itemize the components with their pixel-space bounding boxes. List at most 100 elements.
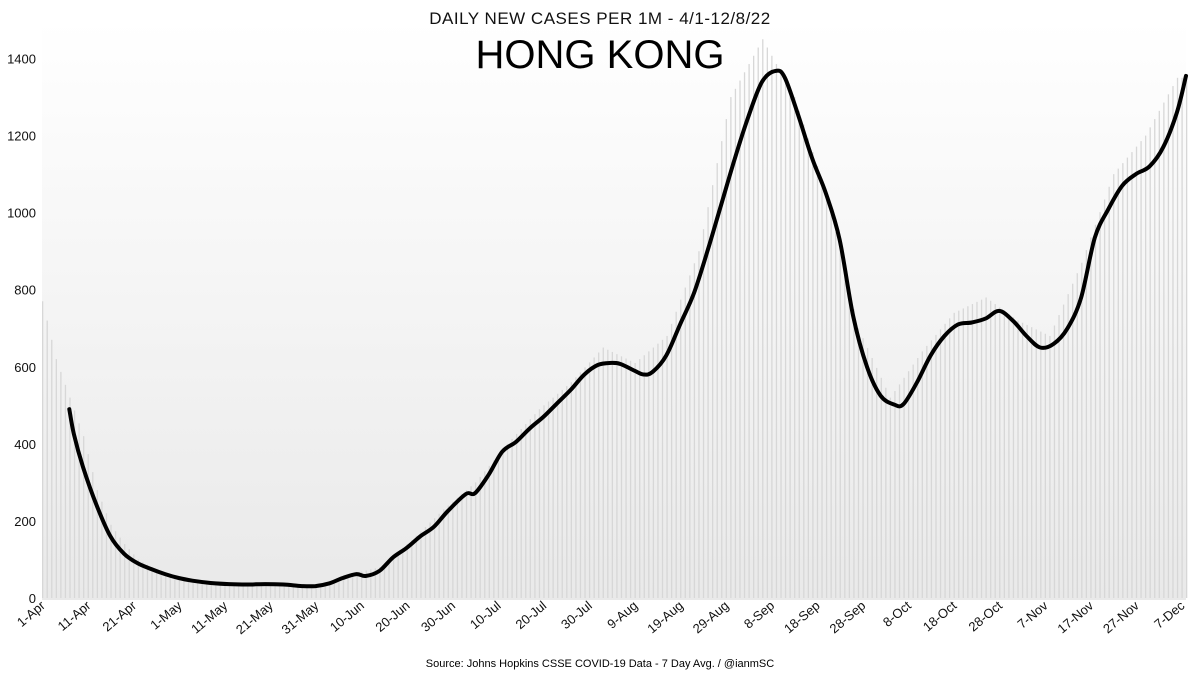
- daily-bar: [570, 382, 573, 598]
- daily-bar: [174, 575, 176, 598]
- daily-bar: [465, 490, 468, 598]
- daily-bar: [552, 397, 554, 598]
- daily-bar: [265, 583, 267, 598]
- daily-bar: [361, 571, 363, 598]
- daily-bar: [292, 584, 294, 598]
- daily-bar: [110, 524, 112, 598]
- daily-bar: [474, 482, 477, 598]
- x-tick-label: 21-Apr: [100, 597, 140, 634]
- daily-bar: [1049, 335, 1051, 598]
- daily-bar: [196, 579, 199, 598]
- daily-bar: [1044, 333, 1047, 598]
- daily-bar: [329, 580, 331, 598]
- daily-bar: [1099, 212, 1101, 598]
- daily-bar: [885, 387, 887, 598]
- daily-bar: [333, 579, 335, 598]
- daily-bar: [1176, 77, 1179, 599]
- x-tick-label: 31-May: [279, 597, 322, 637]
- daily-bar: [734, 88, 737, 599]
- daily-bar: [1035, 329, 1037, 598]
- x-tick-label: 9-Aug: [604, 598, 640, 632]
- daily-bar: [917, 357, 919, 598]
- x-tick-label: 11-Apr: [55, 597, 94, 633]
- daily-bar: [124, 544, 126, 598]
- daily-bar: [561, 389, 563, 598]
- daily-bar: [629, 360, 632, 598]
- daily-bar: [51, 339, 53, 598]
- daily-bar: [680, 299, 682, 598]
- daily-bar: [142, 562, 144, 598]
- daily-bar: [611, 351, 614, 598]
- daily-bar: [579, 372, 582, 598]
- daily-bar: [183, 577, 185, 598]
- x-tick-label: 11-May: [188, 597, 230, 636]
- daily-bar: [247, 583, 249, 598]
- daily-bar: [192, 578, 194, 598]
- daily-bar: [301, 584, 304, 598]
- y-tick-label: 1000: [7, 206, 36, 221]
- daily-bar: [64, 384, 67, 598]
- chart-subtitle: DAILY NEW CASES PER 1M - 4/1-12/8/22: [429, 9, 771, 28]
- daily-bar: [424, 526, 427, 598]
- y-tick-label: 800: [14, 283, 36, 298]
- daily-bar: [953, 312, 955, 598]
- x-tick-label: 28-Sep: [827, 598, 869, 636]
- daily-bar: [593, 357, 595, 598]
- daily-bar: [1131, 152, 1133, 598]
- daily-bar: [516, 433, 518, 598]
- daily-bar: [206, 581, 208, 598]
- chart-source: Source: Johns Hopkins CSSE COVID-19 Data…: [425, 658, 775, 670]
- daily-bar: [944, 323, 946, 598]
- daily-bar: [338, 577, 340, 598]
- daily-bar: [69, 397, 71, 598]
- daily-bar: [165, 572, 167, 598]
- daily-bar: [1067, 294, 1069, 598]
- daily-bar: [96, 490, 98, 598]
- daily-bar: [215, 582, 217, 598]
- daily-bar: [1113, 174, 1115, 598]
- x-tick-label: 18-Oct: [920, 598, 960, 635]
- daily-bar: [1094, 224, 1097, 598]
- daily-bar: [256, 583, 258, 598]
- daily-bar: [939, 329, 942, 598]
- daily-bar: [160, 571, 162, 598]
- daily-bar: [825, 193, 828, 598]
- daily-bar: [866, 348, 869, 598]
- daily-bar: [1126, 157, 1129, 598]
- y-tick-label: 1400: [7, 52, 36, 67]
- daily-bar: [976, 301, 978, 598]
- x-tick-label: 29-Aug: [690, 598, 732, 636]
- daily-bar: [661, 339, 664, 598]
- daily-bar: [242, 583, 244, 598]
- daily-bar: [315, 585, 317, 598]
- daily-bar: [151, 567, 153, 598]
- daily-bar: [534, 414, 536, 598]
- daily-bar: [967, 306, 969, 598]
- daily-bar: [948, 318, 951, 598]
- daily-bar: [898, 384, 901, 598]
- daily-bar: [762, 39, 764, 599]
- x-tick-label: 21-May: [233, 597, 276, 637]
- daily-bar: [730, 97, 732, 599]
- daily-bar: [707, 207, 709, 598]
- daily-bar: [689, 275, 691, 598]
- daily-bar: [1163, 102, 1165, 599]
- daily-bar: [921, 351, 923, 598]
- daily-bar: [844, 270, 846, 598]
- daily-bar: [219, 582, 222, 598]
- daily-bar: [320, 583, 322, 598]
- daily-bar: [201, 580, 203, 598]
- daily-bar: [575, 377, 577, 598]
- daily-bar: [588, 362, 591, 598]
- daily-bar: [766, 47, 768, 599]
- daily-bar: [415, 535, 418, 598]
- daily-bar: [543, 405, 545, 598]
- daily-bar: [429, 522, 431, 598]
- daily-bar: [228, 582, 231, 598]
- daily-bar: [794, 97, 796, 599]
- daily-bar: [187, 578, 190, 598]
- daily-bar: [470, 486, 472, 598]
- daily-bar: [816, 165, 819, 598]
- daily-bar: [784, 80, 787, 599]
- daily-bar: [306, 584, 308, 598]
